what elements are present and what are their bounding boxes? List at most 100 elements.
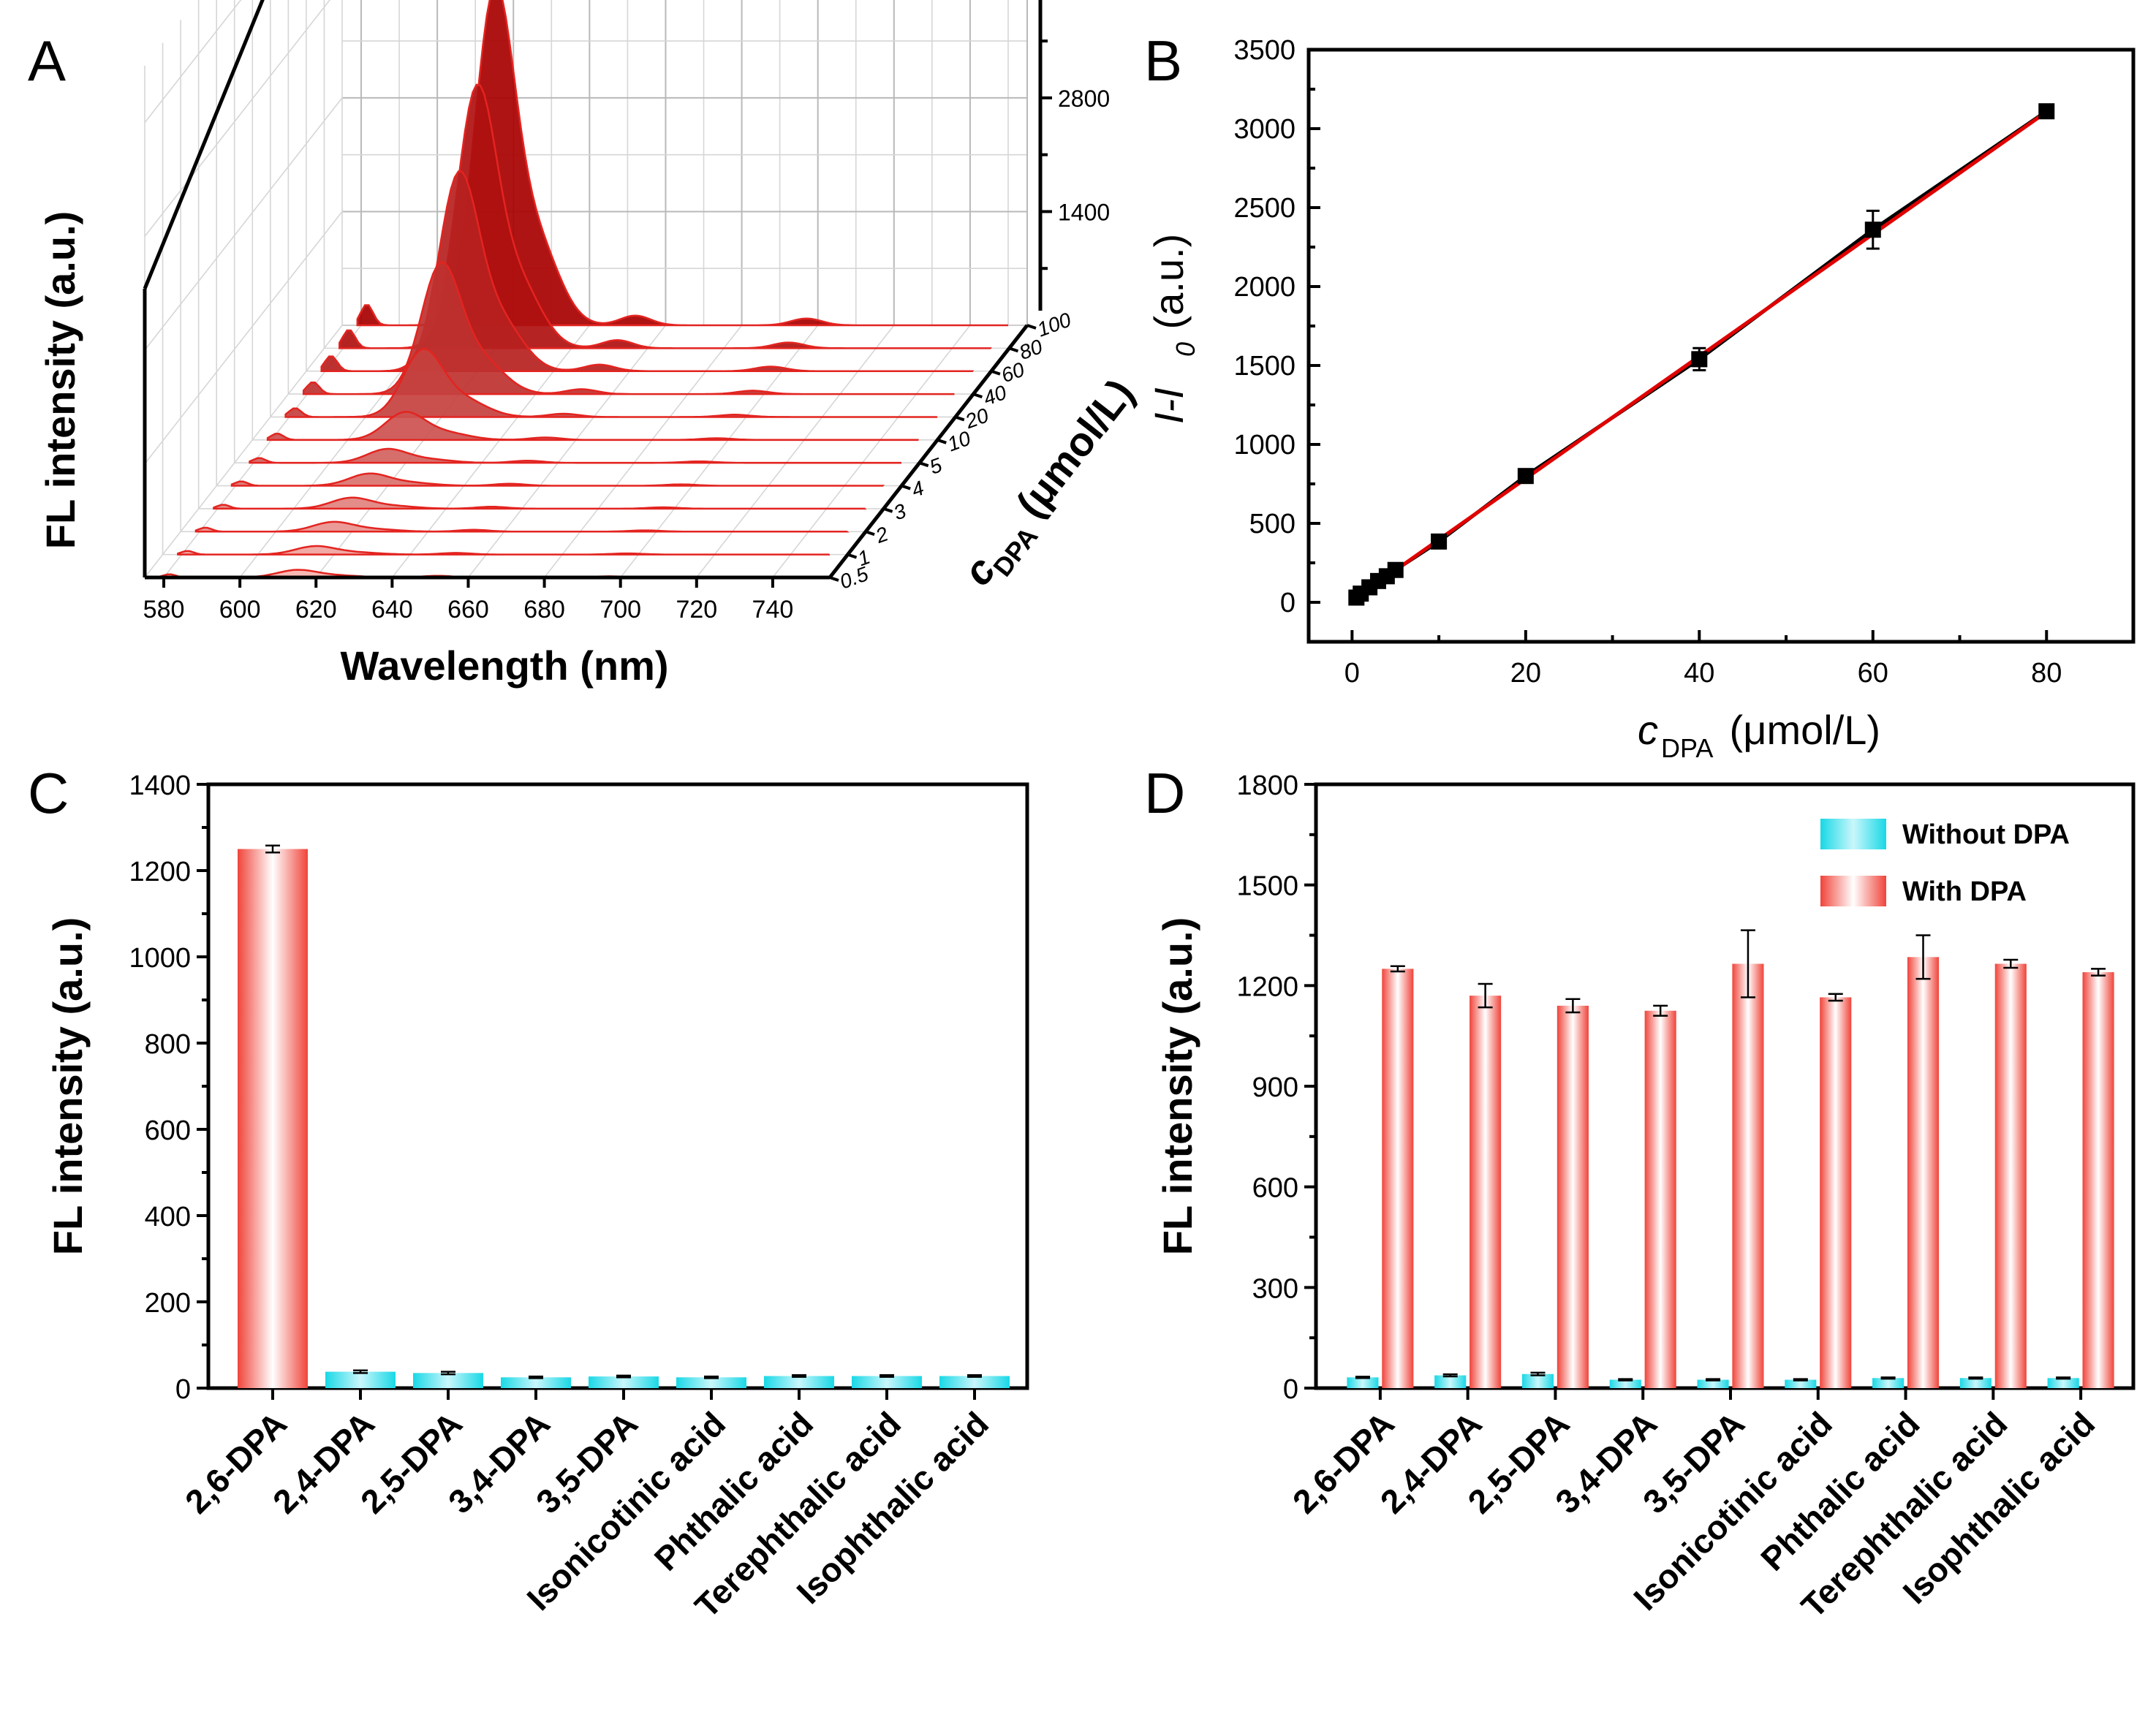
a-floor-vgrid [543, 325, 743, 578]
b-ylabel-sub: 0 [1170, 342, 1200, 357]
c-bar [676, 1377, 746, 1388]
b-data-point [2038, 103, 2055, 120]
panel-d-bar-chart: D 0 300 600 900 1200 1500 1800 2,6-DPA2,4-DPA2… [1144, 761, 2136, 1625]
a-left-hgrid [144, 0, 331, 237]
d-bar [1347, 1377, 1379, 1388]
panel-b-frame [1306, 48, 2136, 644]
panel-a-axes [143, 0, 1043, 580]
a-floor-vgrid [467, 325, 667, 578]
depth-axis-unit: (μmol/L) [1007, 371, 1143, 526]
d-bar [1820, 997, 1852, 1388]
a-spectrum-trace [249, 447, 901, 464]
c-bar [939, 1376, 1010, 1388]
panel-a-x-ticks: 580 600 620 640 660 680 700 720 740 [143, 577, 794, 624]
b-marker [1431, 533, 1448, 550]
b-y-tick-label: 2500 [1233, 193, 1296, 224]
b-y-tick-label: 3500 [1233, 35, 1296, 66]
b-y-tick-label: 500 [1249, 509, 1296, 539]
c-y-tick-label: 0 [175, 1374, 191, 1405]
a-depth-tick-label: 3 [890, 499, 909, 525]
a-left-top-edge [143, 0, 265, 289]
a-x-tick-label: 740 [752, 596, 794, 624]
panel-b-y-axis-title: I-I 0 (a.u.) [1146, 234, 1200, 424]
a-depth-tick [991, 369, 1001, 376]
a-depth-tick-label: 100 [1034, 308, 1074, 341]
panel-c-category-labels: 2,6-DPA2,4-DPA2,5-DPA3,4-DPA3,5-DPAIsoni… [178, 1404, 996, 1625]
panel-d-ticks: 0 300 600 900 1200 1500 1800 [1236, 770, 2083, 1405]
panel-d-category-labels: 2,6-DPA2,4-DPA2,5-DPA3,4-DPA3,5-DPAIsoni… [1285, 1404, 2102, 1625]
a-floor-vgrid [391, 325, 590, 578]
c-bar [852, 1376, 922, 1388]
a-spectrum-trace [284, 348, 938, 418]
c-bar [589, 1376, 659, 1388]
d-y-tick-label: 1200 [1236, 971, 1298, 1002]
panel-b-points [1348, 103, 2055, 606]
panel-c-bars [238, 844, 1010, 1388]
a-depth-tick [865, 530, 875, 537]
a-spectrum-trace [266, 411, 919, 442]
b-data-point [1431, 533, 1448, 550]
panel-b-label: B [1144, 29, 1182, 93]
d-bar [1785, 1379, 1817, 1388]
d-bar [1557, 1005, 1589, 1388]
d-y-tick-label: 0 [1283, 1374, 1298, 1405]
d-bar [1994, 963, 2027, 1388]
c-y-tick-label: 1000 [129, 943, 191, 974]
d-y-tick-label: 300 [1252, 1273, 1298, 1304]
d-bar [1609, 1379, 1641, 1388]
a-depth-tick [883, 507, 893, 513]
d-bar [1959, 1378, 1992, 1388]
b-data-point [1691, 346, 1708, 371]
panel-d-legend: Without DPA With DPA [1820, 819, 2070, 907]
panel-c-ticks: 0 200 400 600 800 1000 1200 1400 [129, 770, 976, 1405]
b-x-tick-label: 60 [1858, 658, 1888, 689]
d-y-tick-label: 1800 [1236, 770, 1298, 801]
a-spectrum-trace [194, 520, 850, 533]
b-data-point [1387, 561, 1404, 578]
d-bar [1872, 1378, 1905, 1388]
a-x-tick-label: 680 [523, 596, 565, 624]
a-depth-tick [1008, 346, 1019, 353]
a-spectrum-trace [302, 261, 955, 395]
d-bar [1732, 963, 1764, 1388]
panel-a-label: A [28, 29, 66, 93]
c-bar [501, 1377, 571, 1388]
a-z-tick-label: 1400 [1058, 199, 1110, 225]
a-x-tick-label: 620 [295, 596, 337, 624]
a-depth-tick-label: 4 [909, 477, 927, 501]
c-bar [238, 849, 308, 1388]
b-marker [1387, 561, 1404, 578]
d-y-tick-label: 900 [1252, 1072, 1298, 1103]
a-x-tick-label: 640 [371, 596, 413, 624]
b-data-point [1517, 468, 1534, 485]
d-bar [1470, 996, 1502, 1388]
panel-a-y-axis-title: FL intensity (a.u.) [37, 211, 83, 550]
panel-c-frame [206, 782, 1029, 1390]
a-spectrum-trace [213, 496, 867, 510]
b-marker [1864, 221, 1881, 238]
c-bar [325, 1371, 396, 1388]
panel-b-scatter-chart: B 0 20 40 60 800500100015002000250030003500 … [1144, 29, 2136, 763]
c-y-tick-label: 200 [145, 1288, 191, 1319]
b-x-tick-label: 20 [1510, 658, 1541, 689]
a-spectrum-trace [177, 545, 831, 556]
d-bar [2082, 971, 2114, 1388]
a-depth-tick [937, 438, 947, 444]
a-x-tick-label: 700 [599, 596, 641, 624]
d-bar [1697, 1379, 1729, 1388]
panel-c-bar-chart: C 0 200 400 600 800 1000 1200 1400 2,6-DPA2,4-D… [28, 761, 1029, 1625]
a-spectrum-trace [230, 472, 885, 487]
c-bar [764, 1376, 834, 1388]
legend-swatch-with [1820, 876, 1886, 906]
a-depth-axis-line [828, 324, 1029, 579]
legend-label-without: Without DPA [1902, 819, 2070, 850]
c-bar [413, 1373, 483, 1388]
a-left-hgrid [144, 211, 343, 464]
panel-c-label: C [28, 761, 69, 825]
c-y-tick-label: 1400 [129, 770, 191, 801]
a-floor-vgrid [620, 325, 819, 578]
a-x-tick-label: 720 [676, 596, 717, 624]
b-x-tick-label: 0 [1344, 658, 1360, 689]
panel-a-grid [144, 0, 1028, 578]
b-marker [1517, 468, 1534, 485]
